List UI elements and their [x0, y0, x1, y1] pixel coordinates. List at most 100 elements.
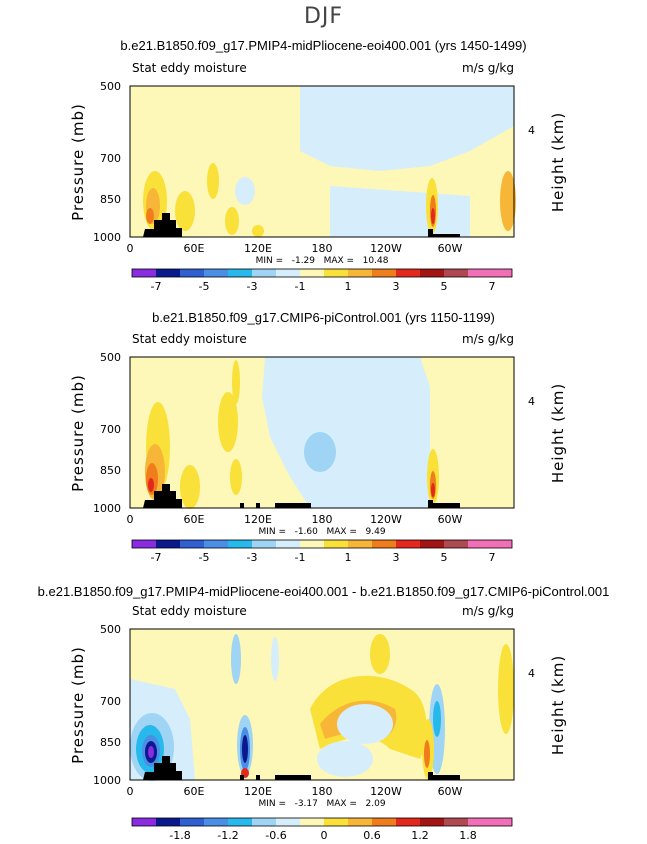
panel-3-ytick-850: 850 — [100, 736, 121, 749]
panel-3-ytick-700: 700 — [100, 695, 121, 708]
panel-3-terrain-d — [275, 775, 311, 780]
panel-3-terrain-b — [240, 775, 244, 780]
panel-3-terrain-c — [256, 775, 260, 780]
panel-1-cb-label-5: 1 — [345, 280, 352, 293]
panel-2-y-axis: 500 700 850 1000 Pressure (mb) — [69, 351, 121, 515]
panel-1-yellow-cell-d — [225, 207, 239, 235]
panel-1-left-label: Stat eddy moisture — [132, 61, 247, 75]
panel-2-ytick-1000: 1000 — [93, 502, 121, 515]
panel-1-ytick-500: 500 — [100, 80, 121, 93]
panel-2-red-east — [431, 483, 435, 497]
panel-3-yellow-upper — [370, 634, 390, 674]
panel-3-cb-swatch-1 — [132, 818, 156, 826]
panel-2-cb-swatch-10 — [348, 540, 372, 548]
panel-2-ytick-700: 700 — [100, 423, 121, 436]
panel-1-title: b.e21.B1850.f09_g17.PMIP4-midPliocene-eo… — [120, 38, 527, 53]
panel-3-cb-label-1: -1.8 — [169, 829, 190, 842]
panel-1-xtick-180: 180 — [312, 242, 333, 255]
panel-1-cb-label-1: -7 — [151, 280, 162, 293]
panel-1-ytick-1000: 1000 — [93, 231, 121, 244]
panel-3-cb-swatch-13 — [420, 818, 444, 826]
panel-3-terrain-f — [433, 775, 460, 780]
panel-2-cb-swatch-1 — [132, 540, 156, 548]
panel-1-cb-swatch-2 — [156, 269, 180, 277]
panel-2-cb-swatch-2 — [156, 540, 180, 548]
panel-1-xtick-60w: 60W — [438, 242, 463, 255]
panel-2-cb-swatch-5 — [228, 540, 252, 548]
panel-2-ytick-850: 850 — [100, 464, 121, 477]
panel-3-cb-label-4: 0 — [321, 829, 328, 842]
panel-2-xtick-120w: 120W — [370, 513, 402, 526]
panel-1-cb-label-4: -1 — [295, 280, 306, 293]
panel-2-cb-swatch-15 — [468, 540, 512, 548]
panel-2-colorbar: -7 -5 -3 -1 1 3 5 7 — [131, 539, 513, 564]
panel-2-yellow-cell-e — [230, 459, 242, 495]
panel-2-central-blue-field — [262, 357, 430, 508]
panel-2-right-axis: 4 Height (km) — [528, 383, 567, 483]
panel-2-cb-swatch-3 — [180, 540, 204, 548]
panel-1-cb-swatch-14 — [444, 269, 468, 277]
panel-1-red-east — [431, 208, 435, 224]
panel-2-cb-swatch-13 — [420, 540, 444, 548]
panel-1-xtick-120e: 120E — [244, 242, 272, 255]
panel-3-plot-area — [129, 628, 515, 781]
panel-1-cb-swatch-10 — [348, 269, 372, 277]
panel-2-xtick-0: 0 — [127, 513, 134, 526]
panel-1-orange-core — [146, 208, 154, 224]
panel-2-ylabel-right: Height (km) — [549, 383, 567, 483]
panel-3-orange-east — [424, 740, 430, 768]
panel-3-cb-swatch-2 — [156, 818, 180, 826]
panel-2-terrain-a — [143, 484, 182, 508]
panel-1-cb-label-3: -3 — [247, 280, 258, 293]
panel-1-units: m/s g/kg — [462, 61, 514, 75]
panel-3-cb-swatch-11 — [372, 818, 396, 826]
panel-3-cb-swatch-12 — [396, 818, 420, 826]
panel-1-cb-swatch-9 — [324, 269, 348, 277]
panel-1-frame — [129, 85, 515, 238]
panel-2-ytick-500: 500 — [100, 351, 121, 364]
panel-2-cb-swatch-4 — [204, 540, 228, 548]
panel-2-cb-label-5: 1 — [345, 551, 352, 564]
panel-2-cb-label-8: 7 — [489, 551, 496, 564]
panel-2-terrain-e — [428, 500, 433, 508]
panel-1-cb-label-8: 7 — [489, 280, 496, 293]
panel-2-cb-label-6: 3 — [393, 551, 400, 564]
panel-3-cb-swatch-4 — [204, 818, 228, 826]
panel-1-cb-swatch-7 — [276, 269, 300, 277]
panel-1-y-axis: 500 700 850 1000 Pressure (mb) — [69, 80, 121, 244]
panel-3-ylabel: Pressure (mb) — [69, 646, 87, 764]
panel-1-orange-edge — [500, 171, 516, 231]
panel-1-xtick-120w: 120W — [370, 242, 402, 255]
panel-2-cb-label-2: -5 — [199, 551, 210, 564]
panel-3-xtick-0: 0 — [127, 785, 134, 798]
panel-3-cb-swatch-10 — [348, 818, 372, 826]
panel-2-terrain-d — [275, 503, 311, 508]
panel-1-blue-patch — [235, 177, 255, 205]
panel-2-cb-swatch-8 — [300, 540, 324, 548]
panel-1-ylabel: Pressure (mb) — [69, 103, 87, 221]
panel-1-yellow-cell-c — [207, 163, 219, 199]
panel-3-left-label: Stat eddy moisture — [132, 604, 247, 618]
panel-1-xtick-60e: 60E — [184, 242, 205, 255]
panel-2-terrain-c — [256, 503, 260, 508]
panel-1-cb-swatch-8 — [300, 269, 324, 277]
panel-3-pale-blue-low — [317, 741, 373, 777]
panel-1-cb-frame — [131, 268, 513, 278]
panel-2-xtick-60w: 60W — [438, 513, 463, 526]
panel-2-cb-label-4: -1 — [295, 551, 306, 564]
panel-2-x-axis: 0 60E 120E 180 120W 60W — [127, 513, 463, 526]
panel-2-yellow-cell-b — [180, 465, 200, 509]
panel-2-blue-patch — [304, 432, 336, 472]
panel-1: Stat eddy moisture m/s g/kg 500 700 850 … — [69, 61, 567, 293]
panel-3-cb-swatch-9 — [324, 818, 348, 826]
panel-2-cb-swatch-9 — [324, 540, 348, 548]
panel-3-xtick-120e: 120E — [244, 785, 272, 798]
panel-1-cb-swatch-4 — [204, 269, 228, 277]
panel-1-cb-swatch-13 — [420, 269, 444, 277]
panel-1-terrain-a — [143, 213, 182, 237]
panel-1-cb-swatch-15 — [468, 269, 512, 277]
panel-2-cb-frame — [131, 539, 513, 549]
panel-1-min-max: MIN = -1.29 MAX = 10.48 — [256, 256, 389, 266]
panel-2-cb-swatch-6 — [252, 540, 276, 548]
panel-3-cb-swatch-3 — [180, 818, 204, 826]
